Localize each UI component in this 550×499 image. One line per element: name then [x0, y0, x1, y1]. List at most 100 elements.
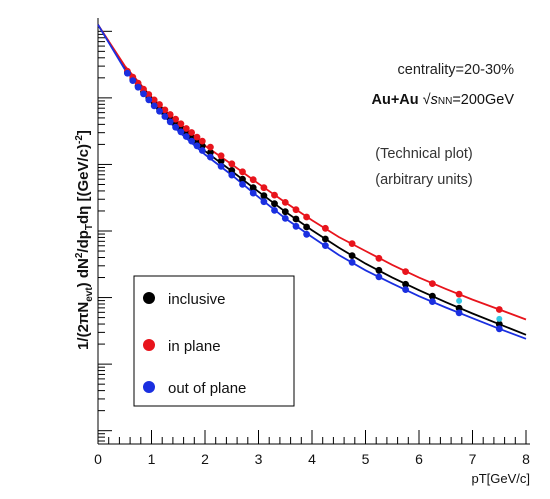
- data-point-out-of-plane: [217, 163, 225, 170]
- x-tick-label: 8: [522, 451, 530, 467]
- x-axis-ticks: [97, 430, 527, 444]
- data-point-inclusive: [228, 167, 236, 174]
- annotation-system: Au+Au √sNN=200GeV: [371, 92, 514, 108]
- annotation-system-subscript: NN: [438, 96, 452, 107]
- data-point-in-plane: [455, 290, 463, 298]
- x-tick-label: 3: [255, 451, 263, 467]
- legend-label-inclusive: inclusive: [168, 291, 226, 308]
- legend-marker-out-of-plane: [143, 381, 155, 393]
- data-point-out-of-plane: [193, 142, 201, 150]
- legend: inclusive in plane out of plane: [133, 275, 295, 407]
- data-point-out-of-plane: [134, 83, 142, 91]
- data-point-inclusive: [217, 157, 225, 165]
- y-title-superscript: 2: [74, 252, 85, 258]
- data-point-out-of-plane: [239, 181, 246, 188]
- data-point-in-plane: [177, 120, 185, 128]
- data-point-out-of-plane: [207, 153, 214, 161]
- annotation-system-energy: =200GeV: [452, 92, 514, 108]
- data-point-out-of-plane: [198, 147, 206, 154]
- data-point-in-plane: [145, 91, 153, 98]
- data-point-inclusive: [322, 235, 329, 243]
- y-title-part: 1/(2πN: [75, 302, 92, 350]
- data-point-inclusive: [303, 223, 310, 231]
- x-tick-label: 5: [362, 451, 370, 467]
- data-point-in-plane: [249, 176, 257, 184]
- data-point-inclusive: [260, 192, 268, 200]
- data-point-out-of-plane: [271, 207, 278, 214]
- x-tick-label: 0: [94, 451, 102, 467]
- y-axis-ticks: [98, 30, 112, 442]
- data-point-inclusive: [249, 184, 257, 192]
- data-point-out-of-plane: [402, 286, 409, 293]
- data-point-out-of-plane: [156, 107, 163, 115]
- x-tick-label: 4: [308, 451, 316, 467]
- x-tick-label: 6: [415, 451, 423, 467]
- data-point-out-of-plane: [188, 137, 196, 145]
- data-point-inclusive: [271, 200, 278, 208]
- data-point-in-plane: [207, 143, 214, 151]
- legend-marker-inclusive: [143, 292, 155, 304]
- data-point-inclusive: [281, 208, 289, 216]
- data-point-out-of-plane: [161, 113, 169, 120]
- y-title-part: dη [(GeV/c): [75, 144, 92, 224]
- data-point-in-plane: [402, 268, 409, 275]
- data-points: [124, 67, 503, 333]
- data-point-in-plane: [217, 152, 225, 160]
- legend-box: [133, 275, 295, 407]
- data-point-in-plane: [166, 111, 174, 118]
- y-title-part: ) dN: [75, 258, 92, 287]
- data-point-out-of-plane: [322, 242, 329, 250]
- legend-marker-in-plane: [143, 339, 155, 351]
- data-point-out-of-plane: [150, 102, 158, 110]
- data-point-in-plane: [348, 240, 356, 248]
- data-point-in-plane: [161, 106, 169, 114]
- data-point-in-plane: [140, 85, 147, 93]
- x-tick-label: 2: [201, 451, 209, 467]
- data-point-in-plane: [292, 206, 300, 214]
- data-point-out-of-plane: [182, 133, 190, 140]
- data-point-out-of-plane: [228, 171, 236, 179]
- data-point-highlight: [496, 315, 503, 322]
- data-point-out-of-plane: [281, 215, 289, 222]
- data-point-out-of-plane: [429, 298, 436, 305]
- annotation-arbitrary-units: (arbitrary units): [375, 172, 473, 188]
- annotation-system-sqrt: √: [423, 92, 431, 108]
- data-point-out-of-plane: [375, 273, 383, 281]
- x-tick-label: 7: [469, 451, 477, 467]
- data-point-in-plane: [429, 280, 436, 287]
- data-point-out-of-plane: [249, 189, 257, 197]
- data-point-in-plane: [239, 168, 246, 176]
- data-point-in-plane: [260, 184, 268, 192]
- data-point-out-of-plane: [124, 69, 131, 77]
- annotation-system-name: Au+Au: [371, 92, 422, 108]
- data-point-inclusive: [292, 215, 300, 223]
- data-point-in-plane: [172, 115, 180, 123]
- data-point-out-of-plane: [348, 258, 356, 266]
- data-point-out-of-plane: [303, 230, 310, 238]
- y-axis-title: 1/(2πNevt) dN2/dpTdη [(GeV/c)-2]: [74, 130, 95, 350]
- data-point-in-plane: [198, 137, 206, 145]
- data-point-inclusive: [239, 175, 246, 183]
- data-point-inclusive: [429, 292, 436, 300]
- data-point-inclusive: [348, 252, 356, 259]
- data-point-out-of-plane: [292, 222, 300, 230]
- data-point-inclusive: [402, 280, 409, 288]
- data-point-inclusive: [455, 304, 463, 312]
- y-title-part: ]: [75, 130, 92, 135]
- data-point-in-plane: [303, 213, 310, 221]
- data-point-out-of-plane: [129, 77, 137, 84]
- data-point-out-of-plane: [455, 309, 463, 317]
- data-point-highlight: [456, 297, 463, 304]
- data-point-inclusive: [198, 142, 206, 150]
- data-point-out-of-plane: [177, 128, 185, 136]
- data-point-out-of-plane: [260, 198, 268, 206]
- data-point-out-of-plane: [166, 118, 174, 126]
- data-point-out-of-plane: [172, 123, 180, 131]
- data-point-in-plane: [322, 224, 329, 232]
- legend-label-out-of-plane: out of plane: [168, 380, 246, 397]
- y-title-subscript: T: [84, 224, 95, 230]
- x-axis-title: pT[GeV/c]: [471, 471, 530, 486]
- data-point-inclusive: [375, 266, 383, 274]
- data-point-in-plane: [281, 199, 289, 206]
